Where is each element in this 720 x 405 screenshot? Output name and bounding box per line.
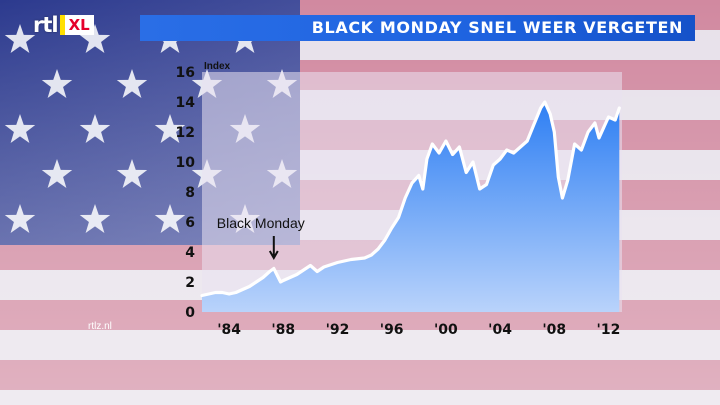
x-tick-label: '12 (597, 322, 621, 338)
y-tick-label: 6 (185, 215, 195, 231)
x-tick-label: '92 (326, 322, 350, 338)
x-tick-label: '04 (488, 322, 512, 338)
x-tick-label: '84 (217, 322, 241, 338)
logo-xl-text: XL (59, 15, 94, 35)
series-line (200, 100, 621, 298)
rtlxl-logo: rtl XL (33, 12, 94, 38)
x-tick-label: '08 (542, 322, 566, 338)
y-tick-label: 4 (185, 245, 195, 261)
y-tick-label: 12 (176, 125, 195, 141)
logo-rtl-text: rtl (33, 13, 59, 37)
x-tick-label: '88 (271, 322, 295, 338)
x-tick-label: '96 (380, 322, 404, 338)
headline-banner: BLACK MONDAY SNEL WEER VERGETEN (140, 15, 695, 41)
source-label: rtlz.nl (88, 321, 112, 332)
annotation-arrow (268, 236, 279, 261)
x-tick-label: '00 (434, 322, 458, 338)
annotation-label: Black Monday (217, 215, 305, 231)
y-axis-label: Index (204, 61, 231, 72)
series-area (202, 102, 620, 312)
index-chart: Index 0 2 4 6 8 10 12 14 16 '84 '88 '92 '96 '00 '04 '08… (176, 61, 622, 338)
y-tick-label: 8 (185, 185, 195, 201)
y-tick-label: 10 (176, 155, 196, 171)
y-tick-label: 2 (185, 275, 195, 291)
y-tick-label: 14 (176, 95, 196, 111)
y-tick-label: 16 (176, 65, 195, 81)
y-tick-label: 0 (185, 305, 195, 321)
